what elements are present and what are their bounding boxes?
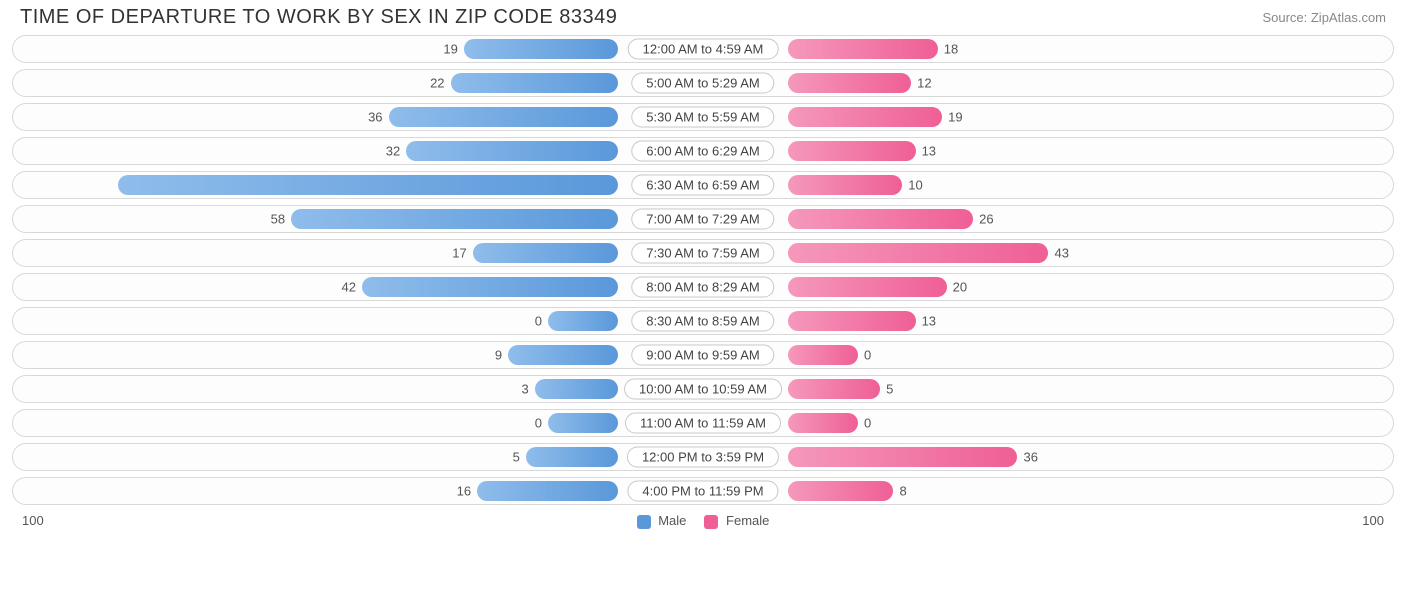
male-value: 16 <box>457 484 471 499</box>
legend-female: Female <box>704 513 769 529</box>
female-value: 13 <box>922 144 936 159</box>
male-value: 0 <box>535 314 542 329</box>
female-value: 19 <box>948 110 962 125</box>
row-label: 9:00 AM to 9:59 AM <box>631 345 774 366</box>
male-bar <box>473 243 618 263</box>
axis-max-left: 100 <box>22 513 44 528</box>
female-bar <box>788 277 947 297</box>
male-bar <box>508 345 618 365</box>
chart-row: 97 10 6:30 AM to 6:59 AM <box>12 171 1394 199</box>
female-bar <box>788 209 973 229</box>
legend-female-swatch <box>704 515 718 529</box>
female-bar <box>788 141 916 161</box>
female-value: 10 <box>908 178 922 193</box>
male-value: 0 <box>535 416 542 431</box>
male-value: 9 <box>495 348 502 363</box>
female-value: 12 <box>917 76 931 91</box>
male-bar <box>118 175 618 195</box>
axis-max-right: 100 <box>1362 513 1384 528</box>
female-bar <box>788 175 902 195</box>
row-label: 10:00 AM to 10:59 AM <box>624 379 782 400</box>
chart-row: 19 18 12:00 AM to 4:59 AM <box>12 35 1394 63</box>
male-value: 42 <box>341 280 355 295</box>
male-bar <box>548 311 618 331</box>
chart-row: 5 36 12:00 PM to 3:59 PM <box>12 443 1394 471</box>
chart-row: 32 13 6:00 AM to 6:29 AM <box>12 137 1394 165</box>
chart-row: 17 43 7:30 AM to 7:59 AM <box>12 239 1394 267</box>
chart-row: 42 20 8:00 AM to 8:29 AM <box>12 273 1394 301</box>
chart-title: TIME OF DEPARTURE TO WORK BY SEX IN ZIP … <box>20 6 617 29</box>
female-value: 8 <box>899 484 906 499</box>
legend-male: Male <box>637 513 687 529</box>
male-value: 22 <box>430 76 444 91</box>
female-bar <box>788 447 1017 467</box>
chart-row: 0 13 8:30 AM to 8:59 AM <box>12 307 1394 335</box>
female-bar <box>788 311 916 331</box>
male-bar <box>477 481 618 501</box>
chart-row: 9 0 9:00 AM to 9:59 AM <box>12 341 1394 369</box>
male-bar <box>548 413 618 433</box>
female-value: 43 <box>1054 246 1068 261</box>
legend: Male Female <box>44 513 1363 529</box>
male-value: 97 <box>29 178 43 193</box>
legend-male-swatch <box>637 515 651 529</box>
male-value: 19 <box>443 42 457 57</box>
chart-row: 58 26 7:00 AM to 7:29 AM <box>12 205 1394 233</box>
male-value: 36 <box>368 110 382 125</box>
row-label: 11:00 AM to 11:59 AM <box>625 413 781 434</box>
chart-row: 36 19 5:30 AM to 5:59 AM <box>12 103 1394 131</box>
row-label: 12:00 AM to 4:59 AM <box>628 39 779 60</box>
male-bar <box>406 141 618 161</box>
male-value: 32 <box>386 144 400 159</box>
chart-source: Source: ZipAtlas.com <box>1262 10 1386 25</box>
legend-female-label: Female <box>726 513 769 528</box>
chart-area: 19 18 12:00 AM to 4:59 AM 22 12 5:00 AM to 5:… <box>0 33 1406 505</box>
female-value: 0 <box>864 348 871 363</box>
chart-row: 16 8 4:00 PM to 11:59 PM <box>12 477 1394 505</box>
female-value: 13 <box>922 314 936 329</box>
male-bar <box>389 107 618 127</box>
row-label: 7:30 AM to 7:59 AM <box>631 243 774 264</box>
row-label: 6:00 AM to 6:29 AM <box>631 141 774 162</box>
chart-row: 22 12 5:00 AM to 5:29 AM <box>12 69 1394 97</box>
female-value: 0 <box>864 416 871 431</box>
row-label: 8:30 AM to 8:59 AM <box>631 311 774 332</box>
row-label: 6:30 AM to 6:59 AM <box>631 175 774 196</box>
male-bar <box>291 209 618 229</box>
female-bar <box>788 243 1048 263</box>
row-label: 5:30 AM to 5:59 AM <box>631 107 774 128</box>
row-label: 12:00 PM to 3:59 PM <box>627 447 779 468</box>
male-bar <box>451 73 618 93</box>
male-value: 3 <box>521 382 528 397</box>
male-bar <box>535 379 618 399</box>
female-value: 20 <box>953 280 967 295</box>
female-value: 18 <box>944 42 958 57</box>
female-value: 36 <box>1023 450 1037 465</box>
row-label: 8:00 AM to 8:29 AM <box>631 277 774 298</box>
row-label: 5:00 AM to 5:29 AM <box>631 73 774 94</box>
male-value: 58 <box>271 212 285 227</box>
female-bar <box>788 481 893 501</box>
female-bar <box>788 413 858 433</box>
legend-male-label: Male <box>658 513 686 528</box>
male-value: 5 <box>513 450 520 465</box>
female-bar <box>788 39 938 59</box>
chart-header: TIME OF DEPARTURE TO WORK BY SEX IN ZIP … <box>0 0 1406 33</box>
female-value: 5 <box>886 382 893 397</box>
female-value: 26 <box>979 212 993 227</box>
chart-row: 3 5 10:00 AM to 10:59 AM <box>12 375 1394 403</box>
female-bar <box>788 345 858 365</box>
row-label: 7:00 AM to 7:29 AM <box>631 209 774 230</box>
male-bar <box>526 447 618 467</box>
male-value: 17 <box>452 246 466 261</box>
male-bar <box>362 277 618 297</box>
row-label: 4:00 PM to 11:59 PM <box>627 481 778 502</box>
chart-row: 0 0 11:00 AM to 11:59 AM <box>12 409 1394 437</box>
female-bar <box>788 379 880 399</box>
female-bar <box>788 107 942 127</box>
male-bar <box>464 39 618 59</box>
female-bar <box>788 73 911 93</box>
chart-footer: 100 Male Female 100 <box>0 511 1406 537</box>
